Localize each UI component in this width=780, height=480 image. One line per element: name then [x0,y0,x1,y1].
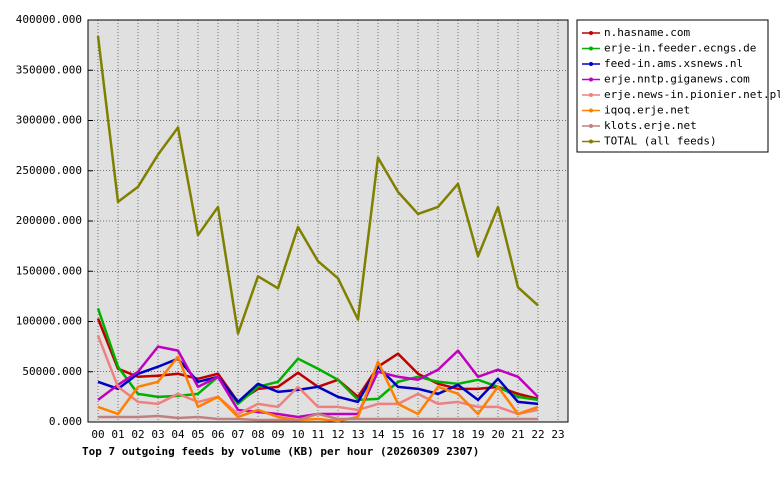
x-tick-label: 08 [251,428,264,441]
x-tick-label: 11 [311,428,324,441]
x-tick-label: 22 [531,428,544,441]
y-tick-label: 100000.000 [16,315,82,328]
legend-label: n.hasname.com [604,26,690,39]
legend-marker [589,31,593,35]
x-tick-label: 21 [511,428,524,441]
legend-label: iqoq.erje.net [604,104,690,117]
x-tick-label: 09 [271,428,284,441]
y-tick-label: 300000.000 [16,114,82,127]
series-line [96,35,539,335]
legend-label: feed-in.ams.xsnews.nl [604,57,743,70]
x-tick-label: 10 [291,428,304,441]
series-line [98,412,538,422]
x-tick-label: 12 [331,428,344,441]
x-tick-label: 23 [551,428,564,441]
legend-label: TOTAL (all feeds) [604,135,717,148]
series-line [96,335,539,416]
x-tick-label: 01 [111,428,124,441]
x-tick-label: 04 [171,428,185,441]
legend-label: erje-in.feeder.ecngs.de [604,42,756,55]
x-tick-label: 07 [231,428,244,441]
legend-marker [589,139,593,144]
x-tick-label: 03 [151,428,164,441]
y-tick-label: 0.000 [49,415,82,428]
x-tick-label: 00 [91,428,104,441]
y-tick-label: 250000.000 [16,164,82,177]
y-tick-label: 350000.000 [16,63,82,76]
y-tick-label: 50000.000 [22,365,82,378]
x-tick-label: 13 [351,428,364,441]
legend-box [576,19,769,153]
plot-border [87,19,569,423]
y-tick-label: 150000.000 [16,264,82,277]
legend-marker [589,46,593,51]
x-tick-label: 05 [191,428,204,441]
x-tick-label: 19 [471,428,484,441]
legend-marker [589,62,593,66]
legend-marker [589,108,593,113]
x-tick-label: 18 [451,428,464,441]
x-tick-label: 06 [211,428,224,441]
x-tick-label: 17 [431,428,444,441]
legend-label: erje.nntp.giganews.com [604,73,750,86]
x-tick-label: 14 [371,428,385,441]
legend-marker [589,124,593,128]
legend-marker [589,77,593,82]
x-tick-label: 16 [411,428,424,441]
y-tick-label: 400000.000 [16,13,82,26]
series-line [97,355,539,423]
x-tick-label: 15 [391,428,404,441]
legend-label: klots.erje.net [604,119,697,132]
x-tick-label: 20 [491,428,504,441]
chart-title: Top 7 outgoing feeds by volume (KB) per … [82,445,479,458]
legend-marker [589,93,593,97]
legend-label: erje.news-in.pionier.net.pl [604,88,780,101]
y-tick-label: 200000.000 [16,214,82,227]
series-line [97,357,539,406]
x-tick-label: 02 [131,428,144,441]
